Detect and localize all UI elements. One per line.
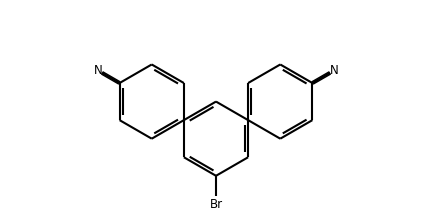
Text: N: N — [330, 64, 338, 77]
Text: N: N — [94, 64, 102, 77]
Text: Br: Br — [210, 198, 222, 211]
